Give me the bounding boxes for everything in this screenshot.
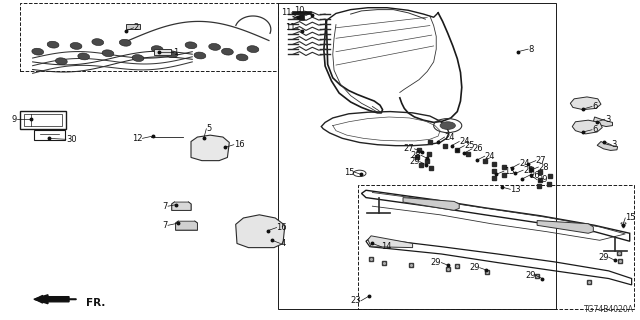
Text: 1: 1 (173, 48, 179, 57)
Ellipse shape (70, 43, 82, 49)
Polygon shape (172, 202, 191, 210)
Polygon shape (570, 97, 601, 110)
Text: 29: 29 (525, 271, 536, 280)
Text: 28: 28 (538, 163, 549, 172)
Text: 15: 15 (344, 168, 355, 177)
Ellipse shape (32, 48, 44, 55)
Polygon shape (368, 236, 413, 248)
Text: 3: 3 (611, 140, 616, 149)
Ellipse shape (185, 42, 197, 49)
Ellipse shape (47, 41, 59, 48)
Text: 8: 8 (528, 44, 534, 54)
Text: 12: 12 (132, 134, 143, 143)
Text: 16: 16 (276, 223, 287, 232)
Text: 28: 28 (410, 151, 421, 160)
Ellipse shape (78, 53, 90, 60)
Ellipse shape (119, 39, 131, 46)
Polygon shape (572, 120, 602, 134)
Text: 29: 29 (469, 263, 479, 272)
Ellipse shape (209, 44, 221, 50)
Ellipse shape (92, 39, 104, 45)
Text: 3: 3 (605, 115, 610, 124)
Text: 27: 27 (536, 156, 547, 165)
Text: 14: 14 (381, 242, 392, 251)
Text: 26: 26 (529, 171, 540, 180)
Ellipse shape (56, 58, 67, 65)
Bar (20, 3, 278, 71)
Ellipse shape (166, 51, 178, 58)
FancyBboxPatch shape (154, 49, 171, 55)
Text: 27: 27 (404, 144, 415, 153)
Polygon shape (593, 117, 612, 126)
Ellipse shape (132, 55, 144, 61)
Bar (292, 11, 311, 14)
Text: 29: 29 (409, 157, 420, 166)
Ellipse shape (236, 54, 248, 61)
Text: 30: 30 (66, 135, 76, 144)
Text: TG74B4020A: TG74B4020A (584, 305, 634, 314)
Text: 4: 4 (280, 239, 285, 248)
Polygon shape (236, 215, 285, 248)
Polygon shape (191, 135, 229, 161)
Text: 24: 24 (460, 137, 470, 146)
Bar (299, 14, 304, 20)
Polygon shape (175, 221, 197, 230)
Text: 16: 16 (234, 140, 244, 149)
Polygon shape (597, 141, 618, 150)
FancyArrow shape (34, 295, 69, 304)
Text: 13: 13 (504, 167, 515, 176)
Text: 24: 24 (445, 132, 455, 141)
Ellipse shape (221, 48, 234, 55)
Text: 15: 15 (625, 213, 636, 222)
Text: 2: 2 (134, 23, 139, 32)
Text: 24: 24 (484, 152, 495, 161)
Bar (34, 130, 65, 140)
Polygon shape (537, 220, 593, 233)
Text: 6: 6 (592, 102, 597, 111)
Ellipse shape (102, 50, 114, 57)
Text: 26: 26 (472, 144, 483, 153)
Text: 29: 29 (431, 258, 442, 267)
Bar (358, 186, 634, 309)
Bar (24, 114, 62, 126)
Text: 11: 11 (285, 23, 296, 32)
Text: 13: 13 (510, 185, 521, 194)
Ellipse shape (247, 46, 259, 52)
Text: 29: 29 (598, 253, 609, 262)
Text: 6: 6 (592, 125, 597, 134)
Text: 7: 7 (163, 202, 168, 211)
Polygon shape (403, 197, 460, 210)
Circle shape (440, 122, 456, 129)
Text: 10: 10 (294, 6, 305, 15)
Text: 24: 24 (519, 159, 530, 168)
Text: FR.: FR. (86, 298, 106, 308)
FancyBboxPatch shape (126, 24, 140, 29)
Bar (278, 3, 556, 309)
Text: 11: 11 (281, 8, 291, 17)
Ellipse shape (194, 52, 206, 59)
Text: 7: 7 (163, 221, 168, 230)
Bar (20, 111, 66, 129)
Text: 25: 25 (523, 166, 534, 175)
Ellipse shape (151, 46, 163, 52)
Text: 25: 25 (465, 141, 475, 150)
Text: 9: 9 (12, 115, 17, 124)
Text: 23: 23 (350, 296, 361, 305)
Text: 29: 29 (537, 175, 548, 184)
Text: 5: 5 (206, 124, 212, 133)
